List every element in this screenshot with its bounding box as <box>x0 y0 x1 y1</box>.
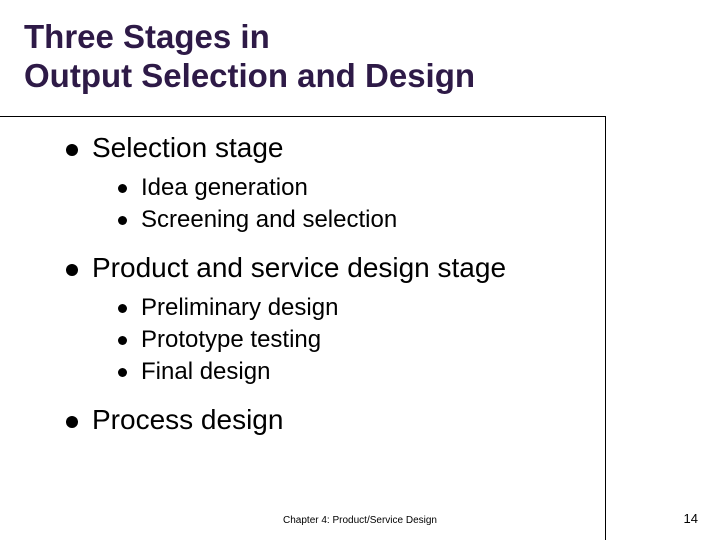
sub-bullet-label: Idea generation <box>141 174 308 202</box>
divider-horizontal <box>0 116 605 117</box>
sub-bullet-item: Final design <box>118 358 696 386</box>
sub-bullet-item: Screening and selection <box>118 206 696 234</box>
bullet-marker-icon <box>118 216 127 225</box>
slide: Three Stages in Output Selection and Des… <box>0 0 720 540</box>
bullet-item: Product and service design stage <box>66 252 696 284</box>
sub-bullet-list: Preliminary design Prototype testing Final… <box>118 294 696 386</box>
bullet-marker-icon <box>118 184 127 193</box>
sub-bullet-list: Idea generation Screening and selection <box>118 174 696 234</box>
sub-bullet-item: Prototype testing <box>118 326 696 354</box>
footer-text: Chapter 4: Product/Service Design <box>283 515 437 526</box>
sub-bullet-item: Idea generation <box>118 174 696 202</box>
sub-bullet-label: Prototype testing <box>141 326 321 354</box>
bullet-marker-icon <box>66 264 78 276</box>
bullet-marker-icon <box>118 368 127 377</box>
bullet-label: Selection stage <box>92 132 283 164</box>
bullet-marker-icon <box>118 336 127 345</box>
bullet-marker-icon <box>66 416 78 428</box>
sub-bullet-label: Screening and selection <box>141 206 397 234</box>
sub-bullet-label: Final design <box>141 358 270 386</box>
bullet-list: Selection stage Idea generation Screening … <box>24 132 696 436</box>
title-line-2: Output Selection and Design <box>24 57 696 96</box>
slide-title: Three Stages in Output Selection and Des… <box>24 18 696 96</box>
bullet-label: Product and service design stage <box>92 252 506 284</box>
page-number: 14 <box>684 511 698 526</box>
bullet-marker-icon <box>66 144 78 156</box>
bullet-item: Process design <box>66 404 696 436</box>
sub-bullet-item: Preliminary design <box>118 294 696 322</box>
divider-vertical <box>605 116 606 540</box>
title-line-1: Three Stages in <box>24 18 696 57</box>
bullet-marker-icon <box>118 304 127 313</box>
sub-bullet-label: Preliminary design <box>141 294 338 322</box>
bullet-item: Selection stage <box>66 132 696 164</box>
bullet-label: Process design <box>92 404 283 436</box>
